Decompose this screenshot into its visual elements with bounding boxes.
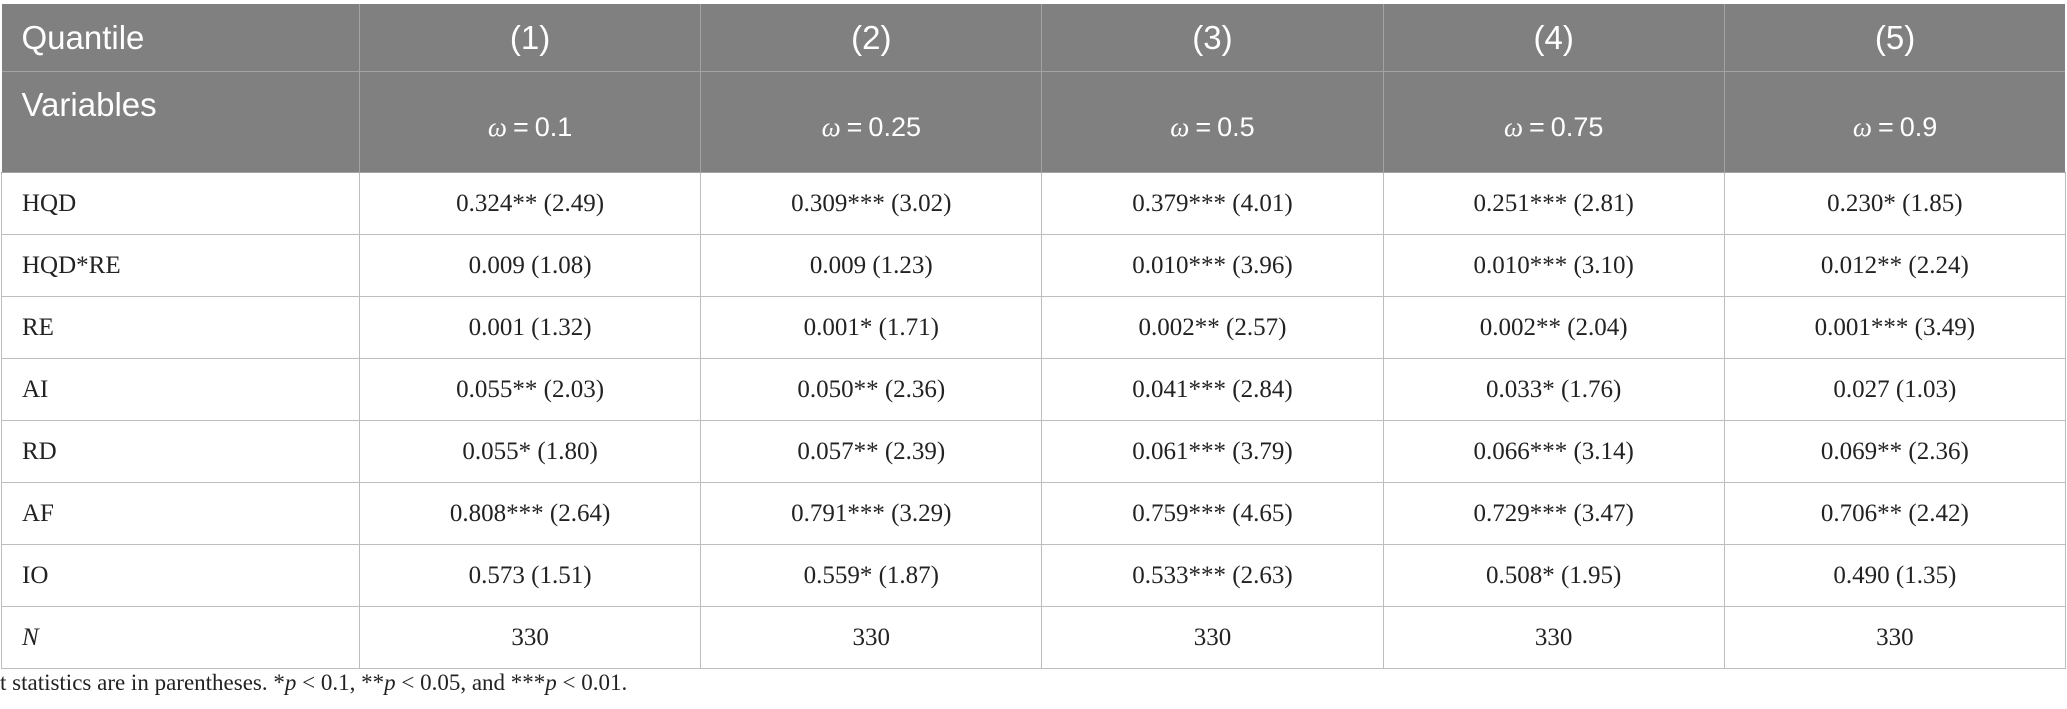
table-cell: 330: [358, 606, 702, 669]
header-quantile-label: Quantile: [1, 4, 360, 72]
table-row: HQD*RE 0.009 (1.08) 0.009 (1.23) 0.010**…: [1, 234, 2066, 297]
table-cell: 330: [1723, 606, 2066, 669]
table-row: IO 0.573 (1.51) 0.559* (1.87) 0.533*** (…: [1, 544, 2066, 607]
table-cell: 0.069** (2.36): [1723, 420, 2066, 483]
equals-sign: =: [512, 111, 529, 142]
header-variables-label: Variables: [1, 71, 360, 173]
table-cell: 0.027 (1.03): [1723, 358, 2066, 421]
table-cell: 0.706** (2.42): [1723, 482, 2066, 545]
header-col-4-number: (4): [1383, 4, 1725, 72]
header-col-3-number: (3): [1041, 4, 1384, 72]
variable-name: HQD*RE: [1, 234, 360, 297]
variable-name: RD: [1, 420, 360, 483]
header-col-5-quantile: ω = 0.9: [1724, 71, 2066, 173]
header-col-1-number: (1): [359, 4, 702, 72]
omega-symbol: ω: [487, 111, 507, 142]
variable-name: AI: [1, 358, 360, 421]
quantile-value: 0.9: [1899, 111, 1938, 142]
table-cell: 0.055** (2.03): [358, 358, 702, 421]
variable-name: AF: [1, 482, 360, 545]
table-cell: 0.010*** (3.96): [1041, 234, 1384, 297]
header-col-4-quantile: ω = 0.75: [1383, 71, 1725, 173]
table-cell: 0.050** (2.36): [700, 358, 1043, 421]
footnote-threshold: < 0.01.: [556, 670, 628, 695]
table-cell: 0.002** (2.04): [1382, 296, 1725, 359]
regression-table: Quantile (1) (2) (3) (4) (5) Variables ω…: [1, 4, 2066, 669]
header-col-3-quantile: ω = 0.5: [1041, 71, 1384, 173]
table-cell: 0.057** (2.39): [700, 420, 1043, 483]
table-cell: 0.230* (1.85): [1723, 172, 2066, 235]
table-cell: 0.729*** (3.47): [1382, 482, 1725, 545]
quantile-value: 0.1: [534, 111, 573, 142]
table-row: AF 0.808*** (2.64) 0.791*** (3.29) 0.759…: [1, 482, 2066, 545]
omega-symbol: ω: [821, 111, 841, 142]
variable-name: RE: [1, 296, 360, 359]
footnote-p-symbol: p: [384, 670, 396, 695]
table-cell: 0.573 (1.51): [358, 544, 702, 607]
table-cell: 0.061*** (3.79): [1041, 420, 1384, 483]
header-col-5-number: (5): [1724, 4, 2066, 72]
equals-sign: =: [1195, 111, 1212, 142]
table-cell: 330: [700, 606, 1043, 669]
table-cell: 0.010*** (3.10): [1382, 234, 1725, 297]
header-col-1-quantile: ω = 0.1: [359, 71, 702, 173]
table-cell: 0.001* (1.71): [700, 296, 1043, 359]
table-cell: 0.309*** (3.02): [700, 172, 1043, 235]
table-row: RE 0.001 (1.32) 0.001* (1.71) 0.002** (2…: [1, 296, 2066, 359]
table-row: AI 0.055** (2.03) 0.050** (2.36) 0.041**…: [1, 358, 2066, 421]
omega-symbol: ω: [1503, 111, 1524, 142]
table-row: HQD 0.324** (2.49) 0.309*** (3.02) 0.379…: [1, 172, 2066, 235]
equals-sign: =: [846, 111, 863, 142]
footnote-threshold: < 0.05, and ***: [395, 670, 546, 695]
footnote-threshold: < 0.1, **: [296, 670, 385, 695]
table-cell: 0.533*** (2.63): [1041, 544, 1384, 607]
quantile-value: 0.25: [868, 111, 921, 142]
table-cell: 0.002** (2.57): [1041, 296, 1384, 359]
table-cell: 0.066*** (3.14): [1382, 420, 1725, 483]
table-footnote: t statistics are in parentheses. *p < 0.…: [0, 670, 627, 696]
table-cell: 0.559* (1.87): [700, 544, 1043, 607]
omega-symbol: ω: [1852, 111, 1872, 142]
table-cell: 0.490 (1.35): [1723, 544, 2066, 607]
table-cell: 0.033* (1.76): [1382, 358, 1725, 421]
table-cell: 0.012** (2.24): [1723, 234, 2066, 297]
footnote-lead: t statistics are in parentheses. *: [0, 670, 285, 695]
table-cell: 330: [1041, 606, 1384, 669]
table-cell: 0.379*** (4.01): [1041, 172, 1384, 235]
equals-sign: =: [1877, 111, 1894, 142]
equals-sign: =: [1529, 111, 1545, 142]
header-row-variables: Variables ω = 0.1 ω = 0.25 ω = 0.5 ω = 0.75 ω = 0.…: [1, 71, 2066, 173]
table-cell: 0.055* (1.80): [358, 420, 702, 483]
table-cell: 0.759*** (4.65): [1041, 482, 1384, 545]
table-row: RD 0.055* (1.80) 0.057** (2.39) 0.061***…: [1, 420, 2066, 483]
table-cell: 0.808*** (2.64): [358, 482, 702, 545]
table-row: N 330 330 330 330 330: [1, 606, 2066, 669]
quantile-value: 0.75: [1550, 111, 1604, 142]
table-cell: 0.251*** (2.81): [1382, 172, 1725, 235]
table-cell: 0.324** (2.49): [358, 172, 702, 235]
header-col-2-number: (2): [700, 4, 1043, 72]
variable-name: IO: [1, 544, 360, 607]
table-cell: 0.041*** (2.84): [1041, 358, 1384, 421]
header-row-quantile: Quantile (1) (2) (3) (4) (5): [1, 4, 2066, 72]
footnote-p-symbol: p: [284, 670, 297, 695]
table-cell: 0.001*** (3.49): [1723, 296, 2066, 359]
quantile-value: 0.5: [1217, 111, 1255, 142]
footnote-p-symbol: p: [545, 670, 557, 695]
table-cell: 330: [1382, 606, 1725, 669]
omega-symbol: ω: [1170, 111, 1190, 142]
table-cell: 0.001 (1.32): [358, 296, 702, 359]
table-cell: 0.508* (1.95): [1382, 544, 1725, 607]
table-cell: 0.009 (1.08): [358, 234, 702, 297]
header-col-2-quantile: ω = 0.25: [700, 71, 1043, 173]
table-cell: 0.791*** (3.29): [700, 482, 1043, 545]
variable-name: N: [1, 606, 360, 669]
table-cell: 0.009 (1.23): [700, 234, 1043, 297]
variable-name: HQD: [1, 172, 360, 235]
